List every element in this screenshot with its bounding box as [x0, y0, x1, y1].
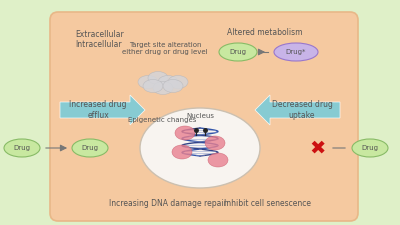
Text: Drug: Drug	[14, 145, 30, 151]
Text: Epigenetic changes: Epigenetic changes	[128, 117, 196, 123]
Text: Inhibit cell senescence: Inhibit cell senescence	[224, 198, 312, 207]
Polygon shape	[255, 95, 340, 125]
Ellipse shape	[143, 79, 163, 92]
Ellipse shape	[140, 108, 260, 188]
Text: Target site alteration
either drug or drug level: Target site alteration either drug or dr…	[122, 42, 208, 55]
Text: Decreased drug
uptake: Decreased drug uptake	[272, 100, 332, 120]
Text: Increased drug
efflux: Increased drug efflux	[69, 100, 127, 120]
Ellipse shape	[168, 76, 188, 88]
Text: Extracellular: Extracellular	[75, 30, 124, 39]
FancyBboxPatch shape	[50, 12, 358, 221]
Text: Drug*: Drug*	[286, 49, 306, 55]
Text: Altered metabolism: Altered metabolism	[227, 28, 303, 37]
Text: Drug: Drug	[230, 49, 246, 55]
Polygon shape	[60, 95, 145, 125]
Text: Drug: Drug	[362, 145, 378, 151]
Ellipse shape	[4, 139, 40, 157]
Ellipse shape	[219, 43, 257, 61]
Text: ✖: ✖	[310, 139, 326, 158]
Ellipse shape	[274, 43, 318, 61]
Text: Increasing DNA damage repair: Increasing DNA damage repair	[109, 198, 227, 207]
Ellipse shape	[163, 79, 183, 92]
Ellipse shape	[72, 139, 108, 157]
Ellipse shape	[158, 76, 178, 88]
Ellipse shape	[208, 153, 228, 167]
Ellipse shape	[175, 126, 195, 140]
Ellipse shape	[172, 145, 192, 159]
Text: Nucleus: Nucleus	[186, 113, 214, 119]
Text: Drug: Drug	[82, 145, 98, 151]
Ellipse shape	[148, 72, 168, 85]
Text: Intracellular: Intracellular	[75, 40, 122, 49]
Ellipse shape	[153, 81, 173, 94]
Ellipse shape	[205, 136, 225, 150]
Ellipse shape	[138, 76, 158, 88]
Ellipse shape	[352, 139, 388, 157]
